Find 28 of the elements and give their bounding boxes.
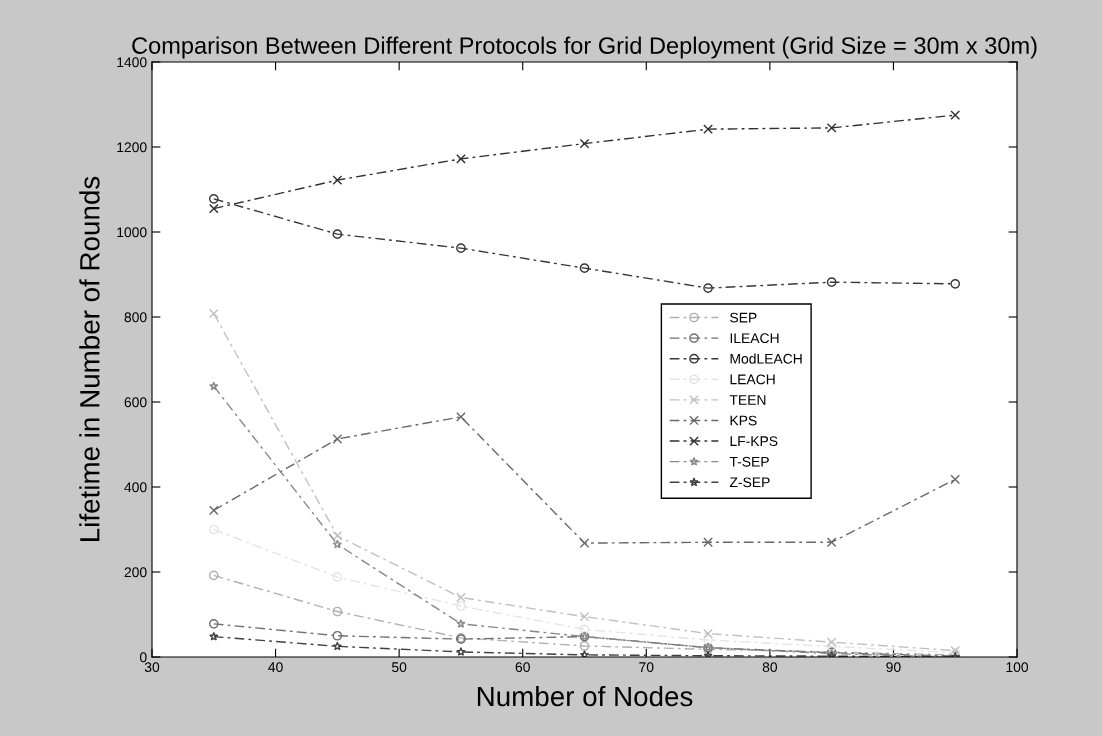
x-tick-label: 50 (391, 662, 407, 673)
y-tick-label: 1400 (117, 57, 147, 68)
y-tick-label: 800 (124, 312, 147, 323)
legend-label: KPS (730, 415, 757, 426)
y-axis-title: Lifetime in Number of Rounds (79, 176, 100, 541)
y-tick-label: 200 (124, 567, 147, 578)
legend-label: TEEN (729, 395, 766, 405)
x-tick-label: 70 (639, 662, 654, 673)
y-tick-label: 0 (139, 652, 147, 663)
x-tick-label: 80 (762, 662, 778, 673)
legend-label: Z-SEP (729, 477, 770, 488)
legend-label: ModLEACH (730, 353, 802, 364)
legend-label: LF-KPS (730, 436, 778, 447)
x-tick-label: 90 (886, 662, 901, 673)
y-tick-label: 1200 (117, 142, 147, 153)
x-tick-label: 100 (1006, 662, 1029, 673)
y-tick-label: 600 (124, 397, 147, 408)
x-axis-title: Number of Nodes (477, 685, 693, 707)
legend-label: LEACH (730, 374, 775, 385)
x-tick-label: 30 (144, 662, 160, 673)
x-tick-label: 40 (268, 662, 283, 673)
legend-label: T-SEP (729, 456, 769, 467)
legend-label: SEP (730, 312, 757, 323)
legend-label: ILEACH (730, 333, 779, 344)
chart-title: Comparison Between Different Protocols for Grid Deployment (Grid Size = 30m x 30m) (132, 36, 1037, 59)
x-tick-label: 60 (515, 662, 530, 673)
y-tick-label: 1000 (117, 227, 147, 238)
y-tick-label: 400 (124, 482, 147, 493)
